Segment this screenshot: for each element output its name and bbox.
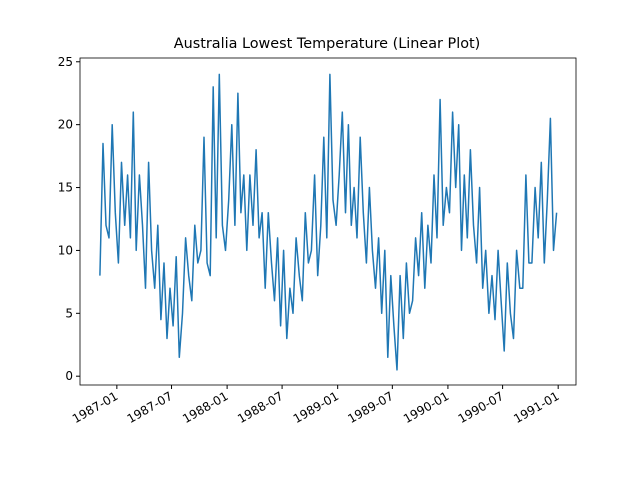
chart-title: Australia Lowest Temperature (Linear Plo…	[174, 36, 481, 52]
y-tick-label: 10	[58, 243, 73, 257]
y-tick-label: 15	[58, 181, 73, 195]
y-tick-label: 25	[58, 55, 73, 69]
y-tick-label: 20	[58, 118, 73, 132]
data-line	[99, 73, 558, 371]
plot-frame	[79, 57, 577, 386]
y-tick-label: 0	[65, 369, 73, 383]
y-tick-label: 5	[65, 306, 73, 320]
